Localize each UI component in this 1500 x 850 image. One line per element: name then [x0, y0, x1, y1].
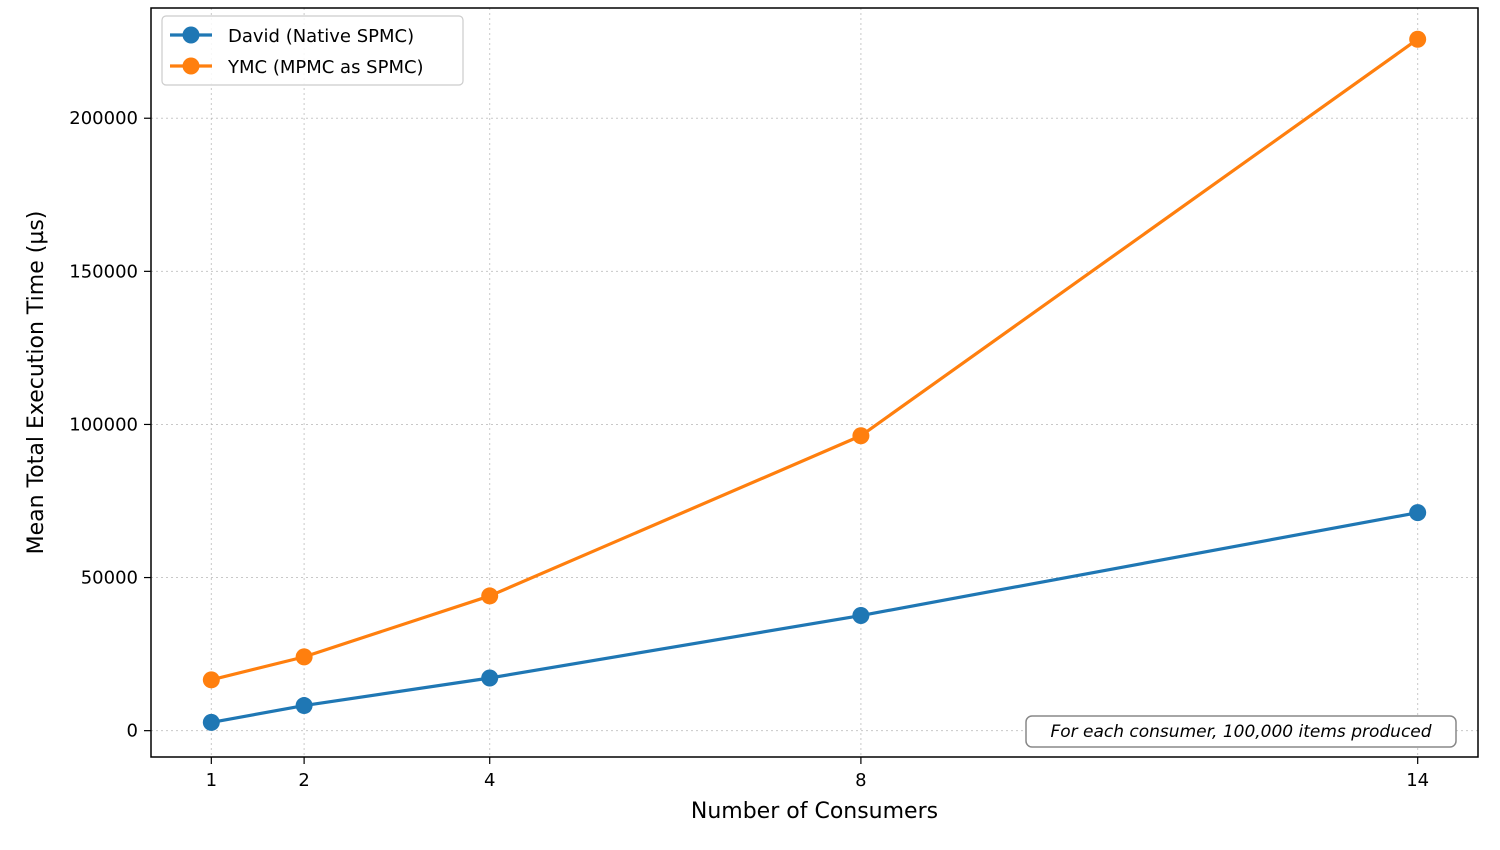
data-point	[481, 669, 499, 687]
x-tick-label: 2	[298, 770, 309, 791]
data-point	[1409, 30, 1427, 48]
x-axis-ticks: 1 2 4 8 14	[206, 757, 1429, 791]
legend-label: David (Native SPMC)	[228, 26, 414, 47]
annotation-box: For each consumer, 100,000 items produce…	[1025, 715, 1457, 748]
legend-marker	[182, 26, 200, 44]
data-point	[852, 427, 870, 445]
x-tick-label: 4	[484, 770, 495, 791]
y-axis-ticks: 0 50000 100000 150000 200000	[69, 108, 151, 742]
y-tick-label: 0	[127, 721, 138, 742]
data-point	[202, 671, 220, 689]
grid	[151, 8, 1478, 757]
data-point	[295, 697, 313, 715]
y-axis-label: Mean Total Execution Time (µs)	[24, 211, 49, 555]
y-tick-label: 50000	[81, 568, 138, 589]
data-point	[1409, 504, 1427, 522]
series-line-1	[210, 37, 1419, 682]
x-tick-label: 14	[1406, 770, 1429, 791]
series-layer	[202, 30, 1427, 731]
y-tick-label: 100000	[69, 414, 138, 435]
plot-frame	[150, 7, 1479, 758]
x-tick-label: 1	[206, 770, 217, 791]
annotation-text: For each consumer, 100,000 items produce…	[1050, 722, 1431, 742]
legend: David (Native SPMC) YMC (MPMC as SPMC)	[161, 15, 464, 86]
legend-box	[161, 15, 464, 86]
data-point	[202, 713, 220, 731]
y-tick-label: 150000	[69, 261, 138, 282]
y-tick-label: 200000	[69, 108, 138, 129]
data-point	[481, 587, 499, 605]
data-point	[295, 648, 313, 666]
annotation-frame	[1025, 715, 1457, 748]
x-axis-label: Number of Consumers	[691, 799, 938, 824]
legend-marker	[182, 57, 200, 75]
series-line-0	[211, 511, 1418, 724]
legend-label: YMC (MPMC as SPMC)	[227, 57, 424, 78]
x-tick-label: 8	[855, 770, 866, 791]
data-point	[852, 607, 870, 625]
